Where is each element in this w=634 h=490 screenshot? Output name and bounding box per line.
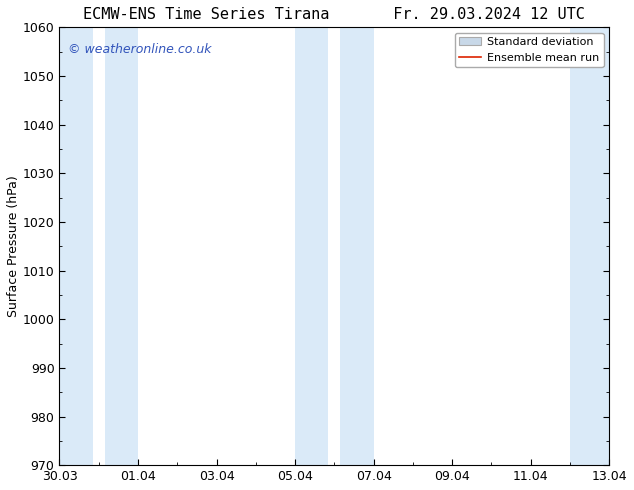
Bar <box>105 27 138 465</box>
Y-axis label: Surface Pressure (hPa): Surface Pressure (hPa) <box>7 175 20 317</box>
Bar <box>340 27 373 465</box>
Bar <box>570 27 609 465</box>
Title: ECMW-ENS Time Series Tirana       Fr. 29.03.2024 12 UTC: ECMW-ENS Time Series Tirana Fr. 29.03.20… <box>84 7 585 22</box>
Bar <box>295 27 328 465</box>
Bar <box>60 27 93 465</box>
Legend: Standard deviation, Ensemble mean run: Standard deviation, Ensemble mean run <box>455 33 604 67</box>
Text: © weatheronline.co.uk: © weatheronline.co.uk <box>68 43 211 55</box>
